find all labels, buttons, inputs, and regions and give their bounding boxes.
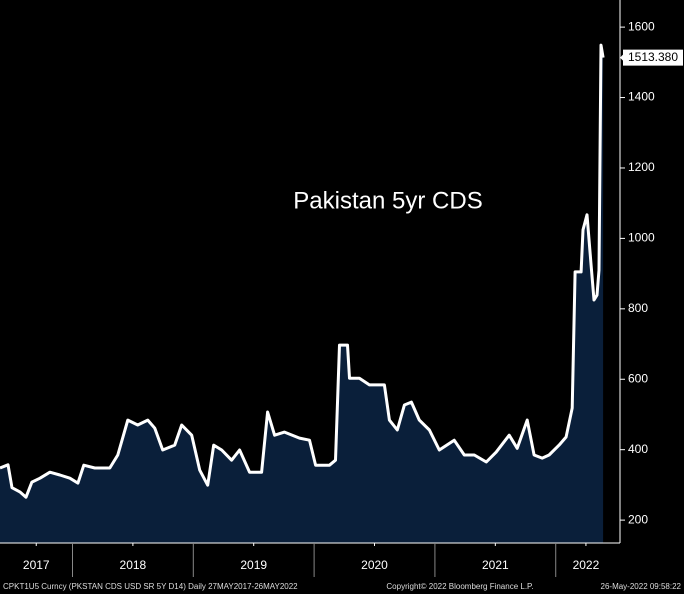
y-tick-label: 1200	[628, 160, 655, 174]
y-tick-label: 400	[628, 442, 648, 456]
x-tick-label: 2017	[23, 558, 50, 572]
y-tick-label: 200	[628, 512, 648, 526]
footer-copyright: Copyright© 2022 Bloomberg Finance L.P.	[386, 582, 533, 591]
y-tick-label: 600	[628, 371, 648, 385]
y-tick-label: 1600	[628, 19, 655, 33]
chart-title: Pakistan 5yr CDS	[293, 187, 482, 214]
line	[0, 43, 605, 499]
x-tick-label: 2018	[120, 558, 147, 572]
y-tick-label: 1000	[628, 231, 655, 245]
area	[0, 45, 604, 543]
last-price-pointer	[620, 53, 624, 62]
x-tick-label: 2021	[482, 558, 509, 572]
y-tick-label: 1400	[628, 90, 655, 104]
footer-source: CPKT1U5 Curncy (PKSTAN CDS USD SR 5Y D14…	[3, 582, 298, 591]
last-price-label: 1513.380	[628, 50, 678, 64]
x-tick-label: 2020	[361, 558, 388, 572]
x-tick-label: 2019	[240, 558, 267, 572]
last-price-box	[623, 49, 683, 66]
y-tick-label: 800	[628, 301, 648, 315]
footer-timestamp: 26-May-2022 09:58:22	[601, 582, 682, 591]
x-tick-label: 2022	[573, 558, 600, 572]
